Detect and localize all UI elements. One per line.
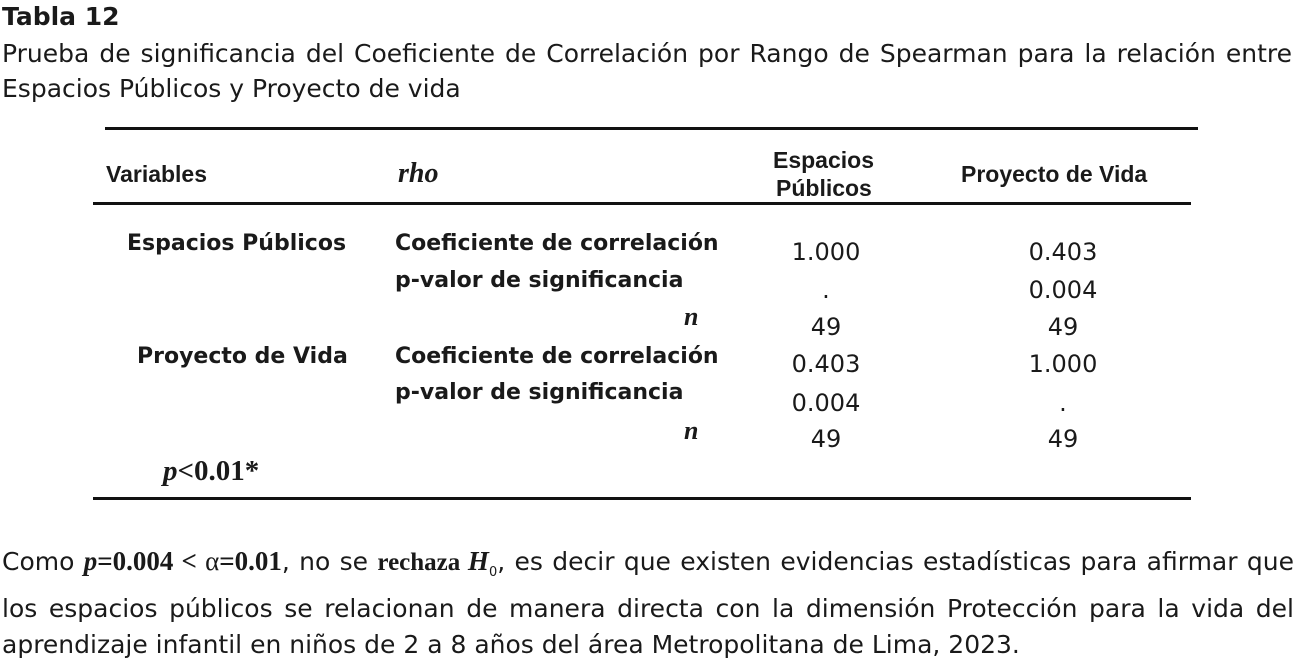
header-variables: Variables	[106, 161, 208, 187]
header-espacios-line2: Públicos	[776, 175, 872, 201]
cell-value: 49	[1047, 425, 1079, 453]
cell-value: 0.403	[1028, 238, 1098, 266]
table-bottom-rule	[93, 497, 1191, 500]
table-title: Tabla 12	[2, 2, 120, 31]
cell-value: 1.000	[1028, 350, 1098, 378]
cell-value: 49	[810, 425, 842, 453]
significance-note: p<0.01*	[163, 455, 260, 487]
cell-value: 49	[1047, 313, 1079, 341]
header-proyecto: Proyecto de Vida	[961, 161, 1148, 187]
cell-value: .	[1059, 389, 1067, 417]
cell-value: 0.403	[791, 350, 861, 378]
cell-value: .	[822, 276, 830, 304]
cell-value: 49	[810, 313, 842, 341]
row-variable-espacios: Espacios Públicos	[127, 231, 347, 256]
cell-value: 0.004	[1028, 276, 1098, 304]
header-espacios-line1: Espacios	[773, 147, 874, 173]
header-rho: rho	[398, 158, 439, 189]
row-n-label: n	[684, 416, 699, 445]
table-top-rule	[105, 127, 1198, 130]
row-coef-label: Coeficiente de correlación	[395, 344, 719, 369]
cell-value: 1.000	[791, 238, 861, 266]
table-caption: Prueba de significancia del Coeficiente …	[2, 39, 1292, 103]
cell-value: 0.004	[791, 389, 861, 417]
row-p-label: p-valor de significancia	[395, 380, 684, 405]
row-n-label: n	[684, 302, 699, 331]
conclusion-paragraph: Como p=0.004 < α=0.01, no se rechaza H0,…	[2, 546, 1294, 659]
row-variable-proyecto: Proyecto de Vida	[137, 344, 348, 369]
row-coef-label: Coeficiente de correlación	[395, 231, 719, 256]
row-p-label: p-valor de significancia	[395, 268, 684, 293]
table-header-rule	[93, 202, 1191, 205]
